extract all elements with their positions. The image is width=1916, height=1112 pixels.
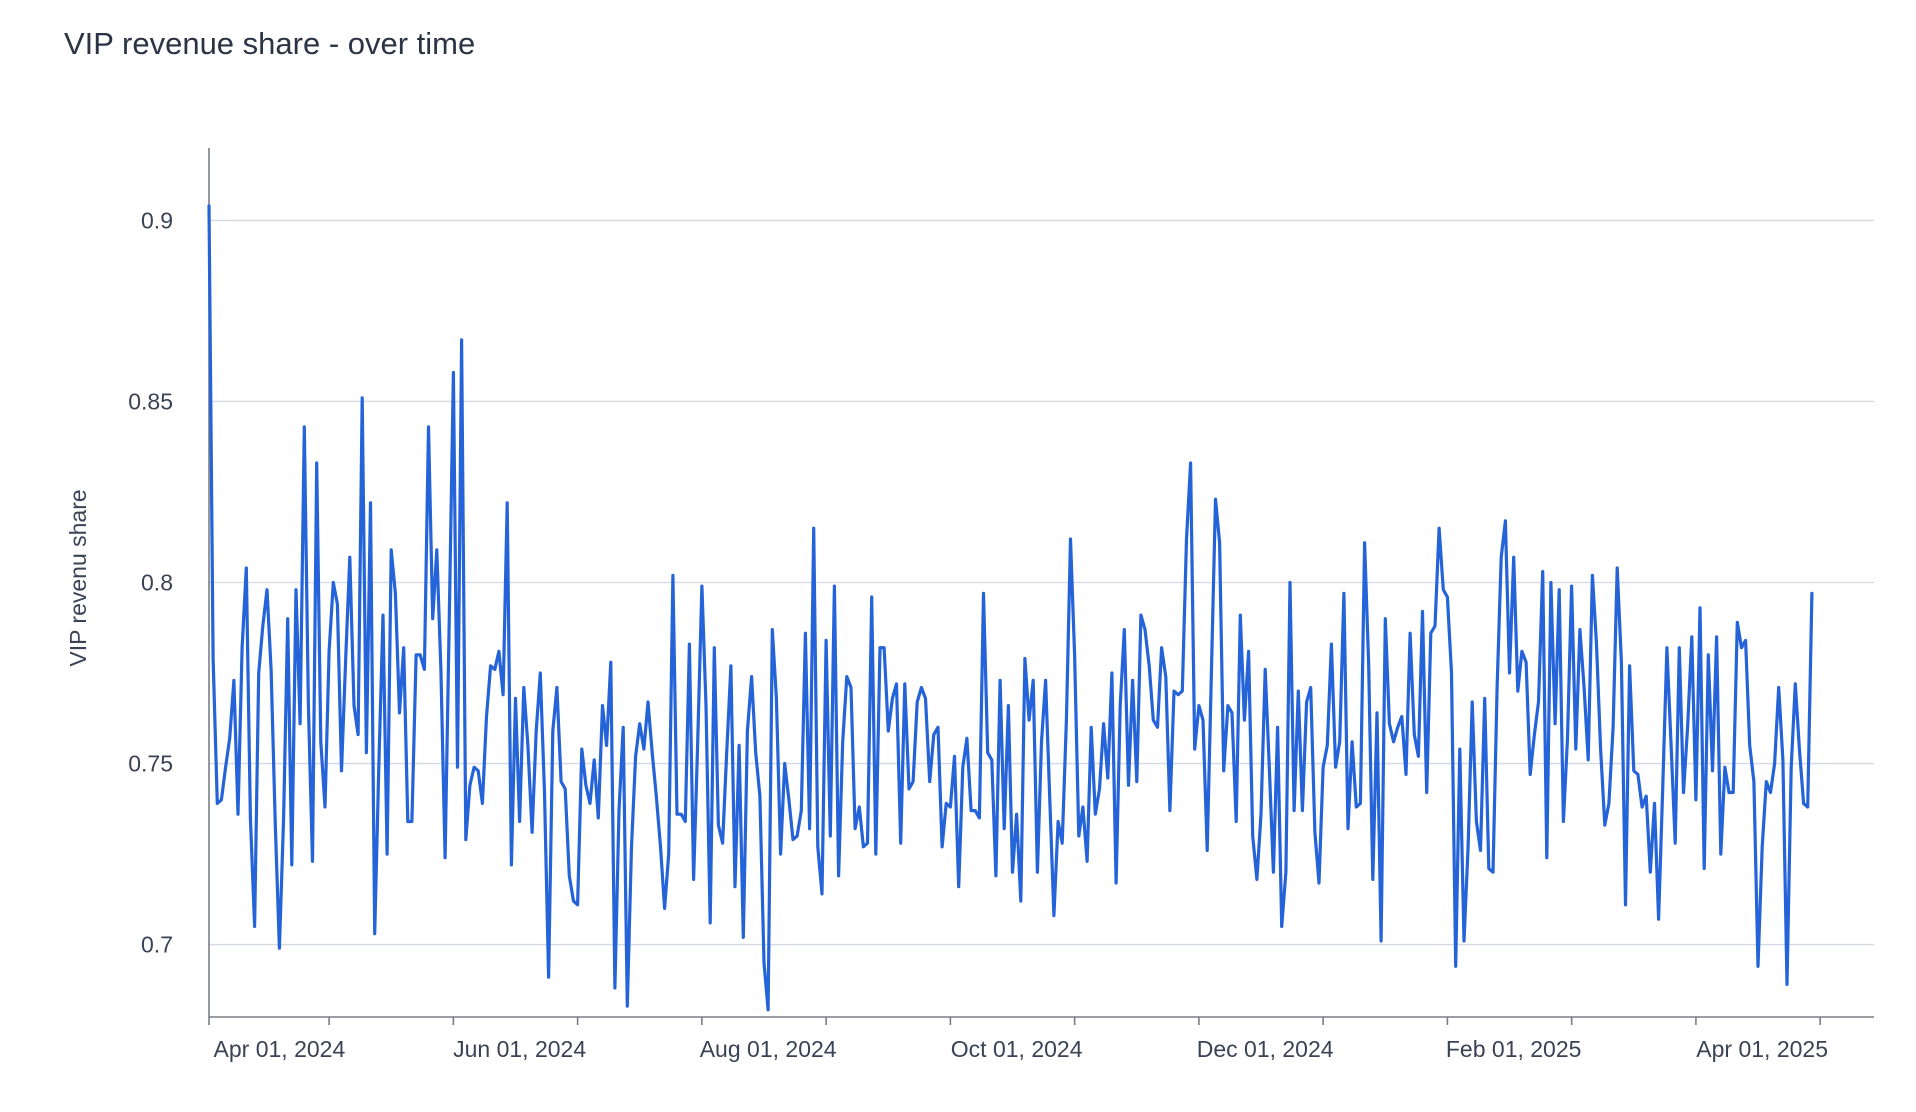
x-tick-label: Aug 01, 2024 bbox=[700, 1036, 837, 1062]
y-tick-label: 0.9 bbox=[141, 207, 173, 233]
x-tick-label: Feb 01, 2025 bbox=[1446, 1036, 1582, 1062]
y-tick-labels: 0.7 0.75 0.8 0.85 0.9 bbox=[128, 207, 173, 957]
y-tick-label: 0.8 bbox=[141, 570, 173, 596]
y-tick-label: 0.85 bbox=[128, 388, 173, 414]
x-ticks bbox=[208, 1017, 1821, 1025]
x-tick-labels: Apr 01, 2024 Jun 01, 2024 Aug 01, 2024 Oct … bbox=[214, 1036, 1828, 1062]
y-tick-label: 0.7 bbox=[141, 932, 173, 958]
x-tick-label: Dec 01, 2024 bbox=[1197, 1036, 1334, 1062]
series-layer bbox=[207, 204, 1814, 1012]
x-tick-label: Oct 01, 2024 bbox=[951, 1036, 1083, 1062]
series-line bbox=[207, 204, 1814, 1012]
x-tick-label: Apr 01, 2024 bbox=[214, 1036, 346, 1062]
x-tick-label: Apr 01, 2025 bbox=[1696, 1036, 1828, 1062]
y-tick-label: 0.75 bbox=[128, 751, 173, 777]
x-tick-label: Jun 01, 2024 bbox=[453, 1036, 586, 1062]
chart-title: VIP revenue share - over time bbox=[64, 26, 476, 61]
y-axis-title: VIP revenu share bbox=[65, 489, 91, 666]
